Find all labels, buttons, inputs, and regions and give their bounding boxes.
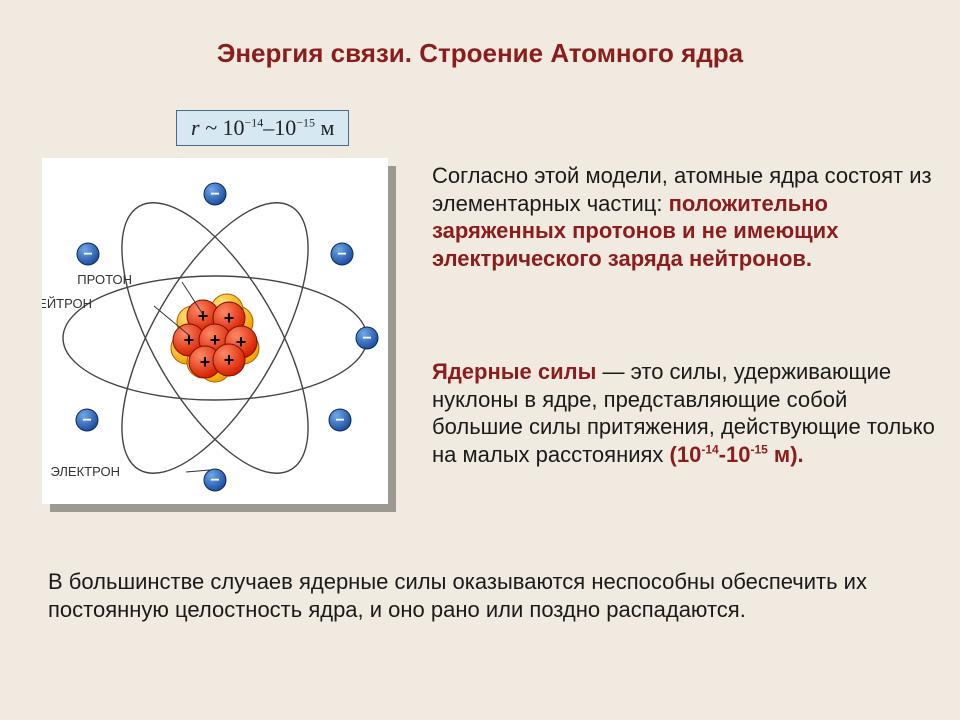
p2-tail: (10-14-10-15 м). xyxy=(670,442,804,467)
svg-text:ПРОТОН: ПРОТОН xyxy=(77,272,132,287)
svg-text:−: − xyxy=(210,472,219,489)
svg-text:−: − xyxy=(83,246,92,263)
svg-text:−: − xyxy=(210,186,219,203)
svg-text:+: + xyxy=(224,308,235,328)
svg-text:−: − xyxy=(82,412,91,429)
svg-text:+: + xyxy=(184,330,195,350)
svg-text:+: + xyxy=(224,350,235,370)
atom-diagram: +++++++−−−−−−−ПРОТОННЕЙТРОНЭЛЕКТРОН xyxy=(42,158,388,504)
svg-text:−: − xyxy=(337,246,346,263)
formula-prefix: r ~ xyxy=(191,115,217,140)
radius-formula: r ~ 10−14–10−15 м xyxy=(176,110,349,146)
svg-text:−: − xyxy=(335,412,344,429)
svg-text:+: + xyxy=(200,352,211,372)
svg-text:НЕЙТРОН: НЕЙТРОН xyxy=(42,296,92,311)
svg-text:−: − xyxy=(362,330,371,347)
formula-body: 10−14–10−15 м xyxy=(222,115,334,140)
p2-lead: Ядерные силы xyxy=(432,359,596,384)
page-title: Энергия связи. Строение Атомного ядра xyxy=(0,38,960,69)
paragraph-nuclear-forces: Ядерные силы — это силы, удерживающие ну… xyxy=(432,358,938,468)
paragraph-decay: В большинстве случаев ядерные силы оказы… xyxy=(48,568,918,623)
svg-text:ЭЛЕКТРОН: ЭЛЕКТРОН xyxy=(50,464,120,479)
paragraph-model: Согласно этой модели, атомные ядра состо… xyxy=(432,162,932,272)
